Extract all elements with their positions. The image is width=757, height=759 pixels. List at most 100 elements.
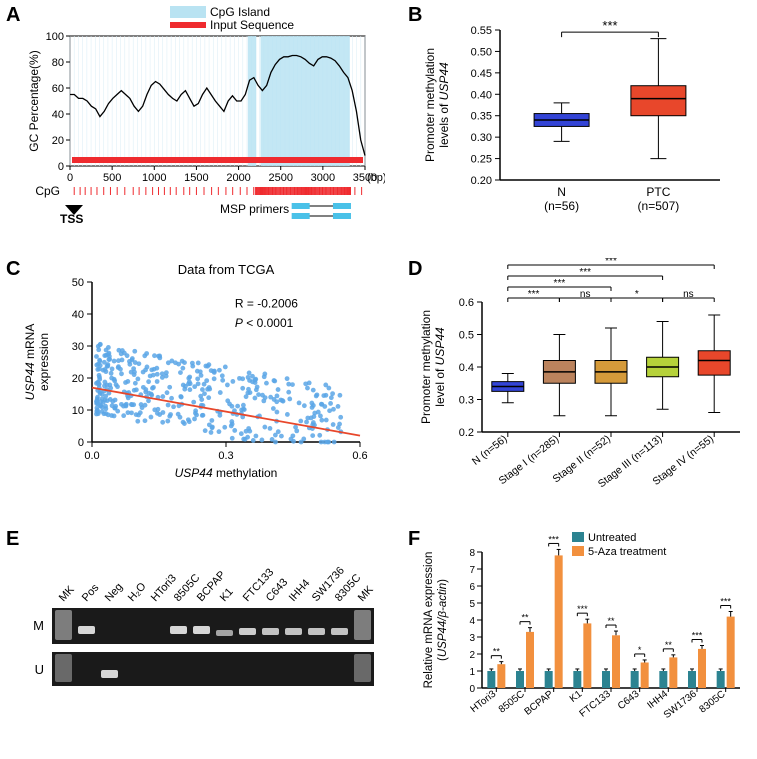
svg-text:8305C: 8305C bbox=[698, 689, 728, 716]
svg-text:2000: 2000 bbox=[226, 172, 250, 184]
panel-a-chart: CpG IslandInput Sequence0204060801000500… bbox=[20, 4, 385, 244]
svg-text:0.6: 0.6 bbox=[352, 450, 367, 462]
svg-text:BCPAP: BCPAP bbox=[523, 689, 556, 718]
svg-text:10: 10 bbox=[72, 405, 84, 417]
svg-text:***: *** bbox=[602, 18, 617, 33]
svg-text:(n=56): (n=56) bbox=[544, 199, 579, 213]
svg-text:Promoter methylationlevels of: Promoter methylationlevels of USP44 bbox=[423, 48, 451, 162]
svg-text:50: 50 bbox=[72, 277, 84, 289]
svg-text:TSS: TSS bbox=[60, 212, 83, 226]
svg-text:MK: MK bbox=[356, 583, 376, 604]
panel-label-f: F bbox=[408, 528, 420, 551]
svg-text:Neg: Neg bbox=[103, 581, 125, 604]
svg-text:3: 3 bbox=[469, 633, 475, 644]
svg-text:0.5: 0.5 bbox=[459, 330, 474, 342]
svg-text:GC Percentage(%): GC Percentage(%) bbox=[27, 50, 41, 151]
svg-text:N (n=56): N (n=56) bbox=[470, 433, 510, 468]
svg-text:2500: 2500 bbox=[268, 172, 292, 184]
svg-text:100: 100 bbox=[46, 31, 64, 43]
svg-text:*: * bbox=[635, 289, 639, 300]
svg-text:MSP primers: MSP primers bbox=[220, 202, 289, 216]
svg-text:2: 2 bbox=[469, 650, 475, 661]
svg-text:0.4: 0.4 bbox=[459, 362, 474, 374]
svg-text:30: 30 bbox=[72, 341, 84, 353]
svg-text:CpG: CpG bbox=[35, 184, 60, 198]
svg-text:0.55: 0.55 bbox=[471, 25, 492, 37]
svg-text:6: 6 bbox=[469, 582, 475, 593]
svg-text:8: 8 bbox=[469, 548, 475, 559]
svg-text:40: 40 bbox=[72, 309, 84, 321]
svg-text:(bp): (bp) bbox=[367, 172, 385, 184]
panel-e-gel: MKPosNegH₂OHTori38505CBCPAPK1FTC133C643I… bbox=[20, 528, 390, 743]
svg-text:P < 0.0001: P < 0.0001 bbox=[235, 316, 294, 330]
svg-text:0: 0 bbox=[67, 172, 73, 184]
svg-text:Input Sequence: Input Sequence bbox=[210, 18, 294, 32]
svg-text:0.0: 0.0 bbox=[84, 450, 99, 462]
svg-text:0.3: 0.3 bbox=[218, 450, 233, 462]
svg-text:60: 60 bbox=[52, 83, 64, 95]
svg-text:***: *** bbox=[720, 597, 731, 607]
svg-text:0: 0 bbox=[58, 161, 64, 173]
svg-text:20: 20 bbox=[72, 373, 84, 385]
svg-text:***: *** bbox=[579, 267, 591, 278]
panel-label-c: C bbox=[6, 258, 20, 281]
svg-text:***: *** bbox=[605, 258, 617, 267]
svg-text:N: N bbox=[557, 185, 566, 199]
svg-text:0.40: 0.40 bbox=[471, 89, 492, 101]
svg-text:0.25: 0.25 bbox=[471, 154, 492, 166]
svg-text:1: 1 bbox=[469, 667, 475, 678]
panel-label-e: E bbox=[6, 528, 19, 551]
panel-label-a: A bbox=[6, 4, 20, 27]
svg-text:0.50: 0.50 bbox=[471, 46, 492, 58]
svg-text:FTC133: FTC133 bbox=[578, 688, 614, 719]
svg-text:0.6: 0.6 bbox=[459, 297, 474, 309]
svg-text:0.3: 0.3 bbox=[459, 395, 474, 407]
svg-text:1000: 1000 bbox=[142, 172, 166, 184]
svg-text:7: 7 bbox=[469, 565, 475, 576]
svg-text:Data from TCGA: Data from TCGA bbox=[178, 262, 275, 277]
svg-text:**: ** bbox=[521, 613, 529, 623]
svg-text:0.2: 0.2 bbox=[459, 427, 474, 439]
svg-text:***: *** bbox=[692, 631, 703, 641]
panel-f-chart: Untreated5-Aza treatment012345678**HTori… bbox=[420, 528, 750, 753]
svg-text:***: *** bbox=[528, 289, 540, 300]
svg-text:5: 5 bbox=[469, 599, 475, 610]
svg-text:**: ** bbox=[493, 647, 501, 657]
svg-text:1500: 1500 bbox=[184, 172, 208, 184]
svg-text:CpG Island: CpG Island bbox=[210, 5, 270, 19]
svg-text:(n=507): (n=507) bbox=[638, 199, 680, 213]
svg-text:USP44 mRNAexpression: USP44 mRNAexpression bbox=[23, 324, 51, 401]
svg-text:***: *** bbox=[548, 534, 559, 544]
svg-text:***: *** bbox=[554, 278, 566, 289]
panel-b-chart: 0.200.250.300.350.400.450.500.55Promoter… bbox=[420, 8, 750, 238]
svg-text:PTC: PTC bbox=[646, 185, 670, 199]
svg-text:0.30: 0.30 bbox=[471, 132, 492, 144]
svg-text:Pos: Pos bbox=[80, 582, 102, 604]
svg-text:Untreated: Untreated bbox=[588, 532, 636, 544]
svg-text:**: ** bbox=[665, 640, 673, 650]
svg-text:C643: C643 bbox=[616, 688, 642, 712]
svg-text:Promoter methylationlevel of U: Promoter methylationlevel of USP44 bbox=[420, 310, 447, 424]
svg-text:3000: 3000 bbox=[311, 172, 335, 184]
svg-text:ns: ns bbox=[683, 289, 694, 300]
svg-text:0: 0 bbox=[469, 684, 475, 695]
svg-text:8505C: 8505C bbox=[497, 689, 527, 716]
svg-text:K1: K1 bbox=[218, 586, 236, 604]
panel-d-chart: 0.20.30.40.50.6N (n=56)Stage I (n=285)St… bbox=[420, 258, 750, 518]
svg-text:Relative mRNA expression(USP44: Relative mRNA expression(USP44/β-actin) bbox=[423, 552, 449, 689]
svg-text:***: *** bbox=[577, 604, 588, 614]
panel-c-chart: Data from TCGA010203040500.00.30.6R = -0… bbox=[20, 260, 385, 490]
svg-text:0.35: 0.35 bbox=[471, 111, 492, 123]
svg-text:*: * bbox=[638, 645, 642, 655]
svg-text:80: 80 bbox=[52, 57, 64, 69]
svg-text:5-Aza treatment: 5-Aza treatment bbox=[588, 546, 666, 558]
svg-text:SW1736: SW1736 bbox=[662, 688, 699, 721]
svg-text:U: U bbox=[35, 662, 44, 677]
svg-text:500: 500 bbox=[103, 172, 121, 184]
svg-text:IHH4: IHH4 bbox=[287, 577, 313, 604]
svg-text:**: ** bbox=[607, 616, 615, 626]
svg-text:0.45: 0.45 bbox=[471, 68, 492, 80]
svg-text:M: M bbox=[33, 618, 44, 633]
svg-text:USP44 methylation: USP44 methylation bbox=[175, 466, 278, 480]
svg-text:4: 4 bbox=[469, 616, 475, 627]
